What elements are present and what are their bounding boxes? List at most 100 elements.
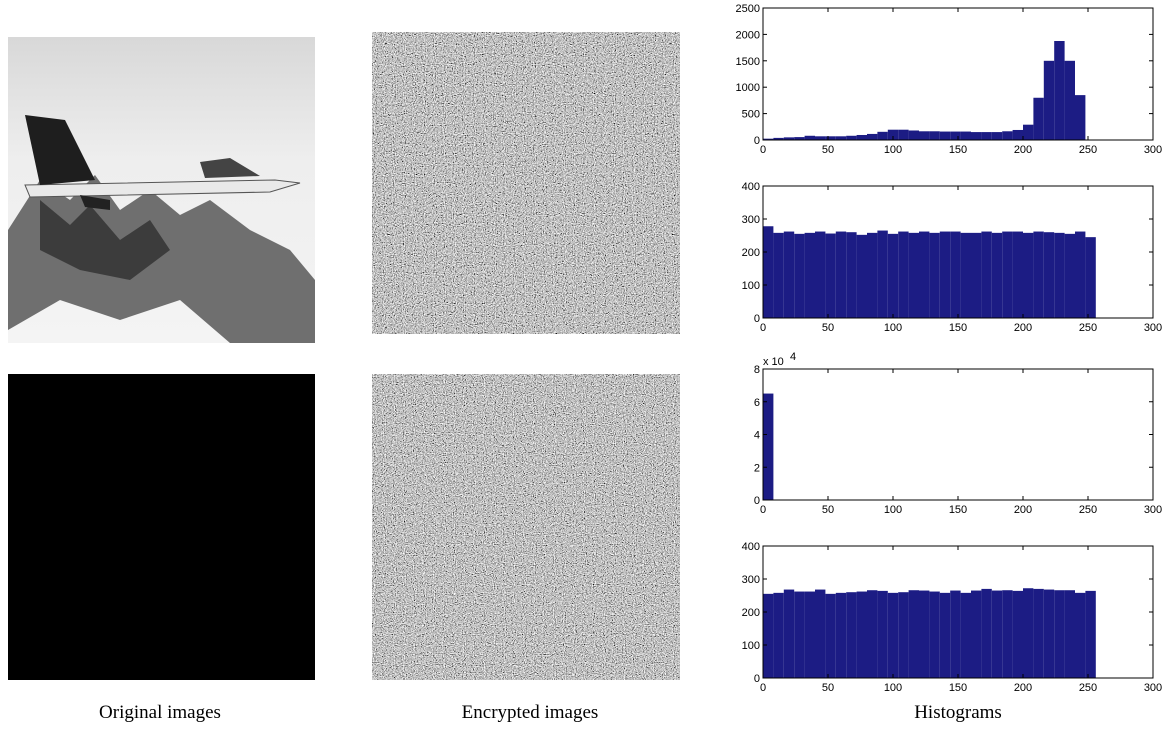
bar (939, 592, 951, 678)
y-tick-label: 2 (754, 462, 760, 474)
x-tick-label: 250 (1079, 682, 1097, 694)
bar (773, 592, 784, 678)
y-tick-label: 300 (742, 574, 760, 586)
bar (960, 232, 971, 318)
bar (991, 232, 1003, 318)
bar (815, 589, 826, 678)
bar (856, 234, 867, 318)
bar (835, 136, 847, 140)
y-multiplier-exponent: 4 (790, 351, 796, 363)
x-tick-label: 250 (1079, 504, 1097, 516)
bar (887, 592, 899, 678)
bar (1023, 232, 1034, 318)
y-tick-label: 0 (754, 313, 760, 325)
x-tick-label: 50 (822, 682, 834, 694)
bar (1054, 41, 1065, 140)
x-tick-label: 0 (760, 504, 766, 516)
histogram: 0 50 100 150 200 250 300 0 100 200 300 400 (742, 181, 1163, 334)
x-tick-label: 0 (760, 144, 766, 156)
caption: Encrypted images (462, 702, 599, 723)
bar (804, 591, 815, 678)
bar (846, 232, 857, 318)
histogram: 0 50 100 150 200 250 300 0 100 200 300 400 (742, 541, 1163, 694)
y-multiplier: x 10 (763, 356, 784, 368)
bar (1064, 60, 1075, 140)
bar (919, 590, 930, 678)
x-tick-label: 100 (884, 682, 902, 694)
y-tick-label: 4 (754, 430, 760, 442)
bar (804, 135, 815, 140)
x-tick-label: 100 (884, 322, 902, 334)
bar (1075, 95, 1086, 140)
bar (898, 231, 909, 318)
bar (1012, 590, 1023, 678)
bar (887, 129, 899, 140)
encrypted-image (372, 374, 680, 680)
x-tick-label: 200 (1014, 322, 1032, 334)
encrypted-image (372, 32, 680, 334)
x-tick-label: 100 (884, 144, 902, 156)
x-tick-label: 100 (884, 504, 902, 516)
bar (1002, 131, 1013, 140)
bar (1043, 232, 1055, 318)
x-tick-label: 250 (1079, 322, 1097, 334)
x-tick-label: 50 (822, 504, 834, 516)
original-image-jet (8, 37, 315, 343)
bar (835, 231, 847, 318)
x-tick-label: 150 (949, 682, 967, 694)
bar (929, 591, 940, 678)
y-tick-label: 300 (742, 214, 760, 226)
x-tick-label: 150 (949, 504, 967, 516)
x-tick-label: 300 (1144, 144, 1162, 156)
bar (1012, 231, 1023, 318)
bar (908, 590, 919, 678)
x-tick-label: 50 (822, 322, 834, 334)
y-tick-label: 1000 (736, 82, 760, 94)
bar (1012, 129, 1023, 140)
bar (815, 231, 826, 318)
y-tick-label: 0 (754, 673, 760, 685)
x-tick-label: 300 (1144, 504, 1162, 516)
bar (898, 592, 909, 678)
bar (960, 131, 971, 140)
bar (1033, 231, 1044, 318)
x-tick-label: 200 (1014, 682, 1032, 694)
x-tick-label: 250 (1079, 144, 1097, 156)
bar (929, 131, 940, 140)
y-tick-label: 1500 (736, 56, 760, 68)
y-tick-label: 100 (742, 640, 760, 652)
x-tick-label: 150 (949, 144, 967, 156)
bar (971, 590, 982, 678)
bar (981, 231, 992, 318)
bar (939, 231, 951, 318)
bar (981, 132, 992, 140)
x-tick-label: 50 (822, 144, 834, 156)
bar (825, 593, 836, 678)
y-tick-label: 0 (754, 135, 760, 147)
bar (1043, 60, 1055, 140)
bar (1033, 97, 1044, 140)
bar (1075, 592, 1086, 678)
bar (877, 131, 888, 140)
bar (1043, 589, 1055, 678)
y-tick-label: 6 (754, 397, 760, 409)
bar (867, 133, 878, 140)
bar (867, 232, 878, 318)
bar (867, 590, 878, 678)
plot-area (763, 369, 1153, 500)
bar (1064, 233, 1075, 318)
x-tick-label: 200 (1014, 144, 1032, 156)
histogram: 0 50 100 150 200 250 300 0 2 4 6 8x 10 4 (754, 351, 1162, 516)
bar (991, 590, 1003, 678)
y-tick-label: 8 (754, 364, 760, 376)
bar (1085, 590, 1096, 678)
original-image-black (8, 374, 315, 680)
bar (846, 135, 857, 140)
bar (1064, 590, 1075, 678)
bar (763, 138, 774, 140)
caption: Original images (99, 702, 221, 723)
bar (763, 593, 774, 678)
bar (763, 226, 774, 318)
